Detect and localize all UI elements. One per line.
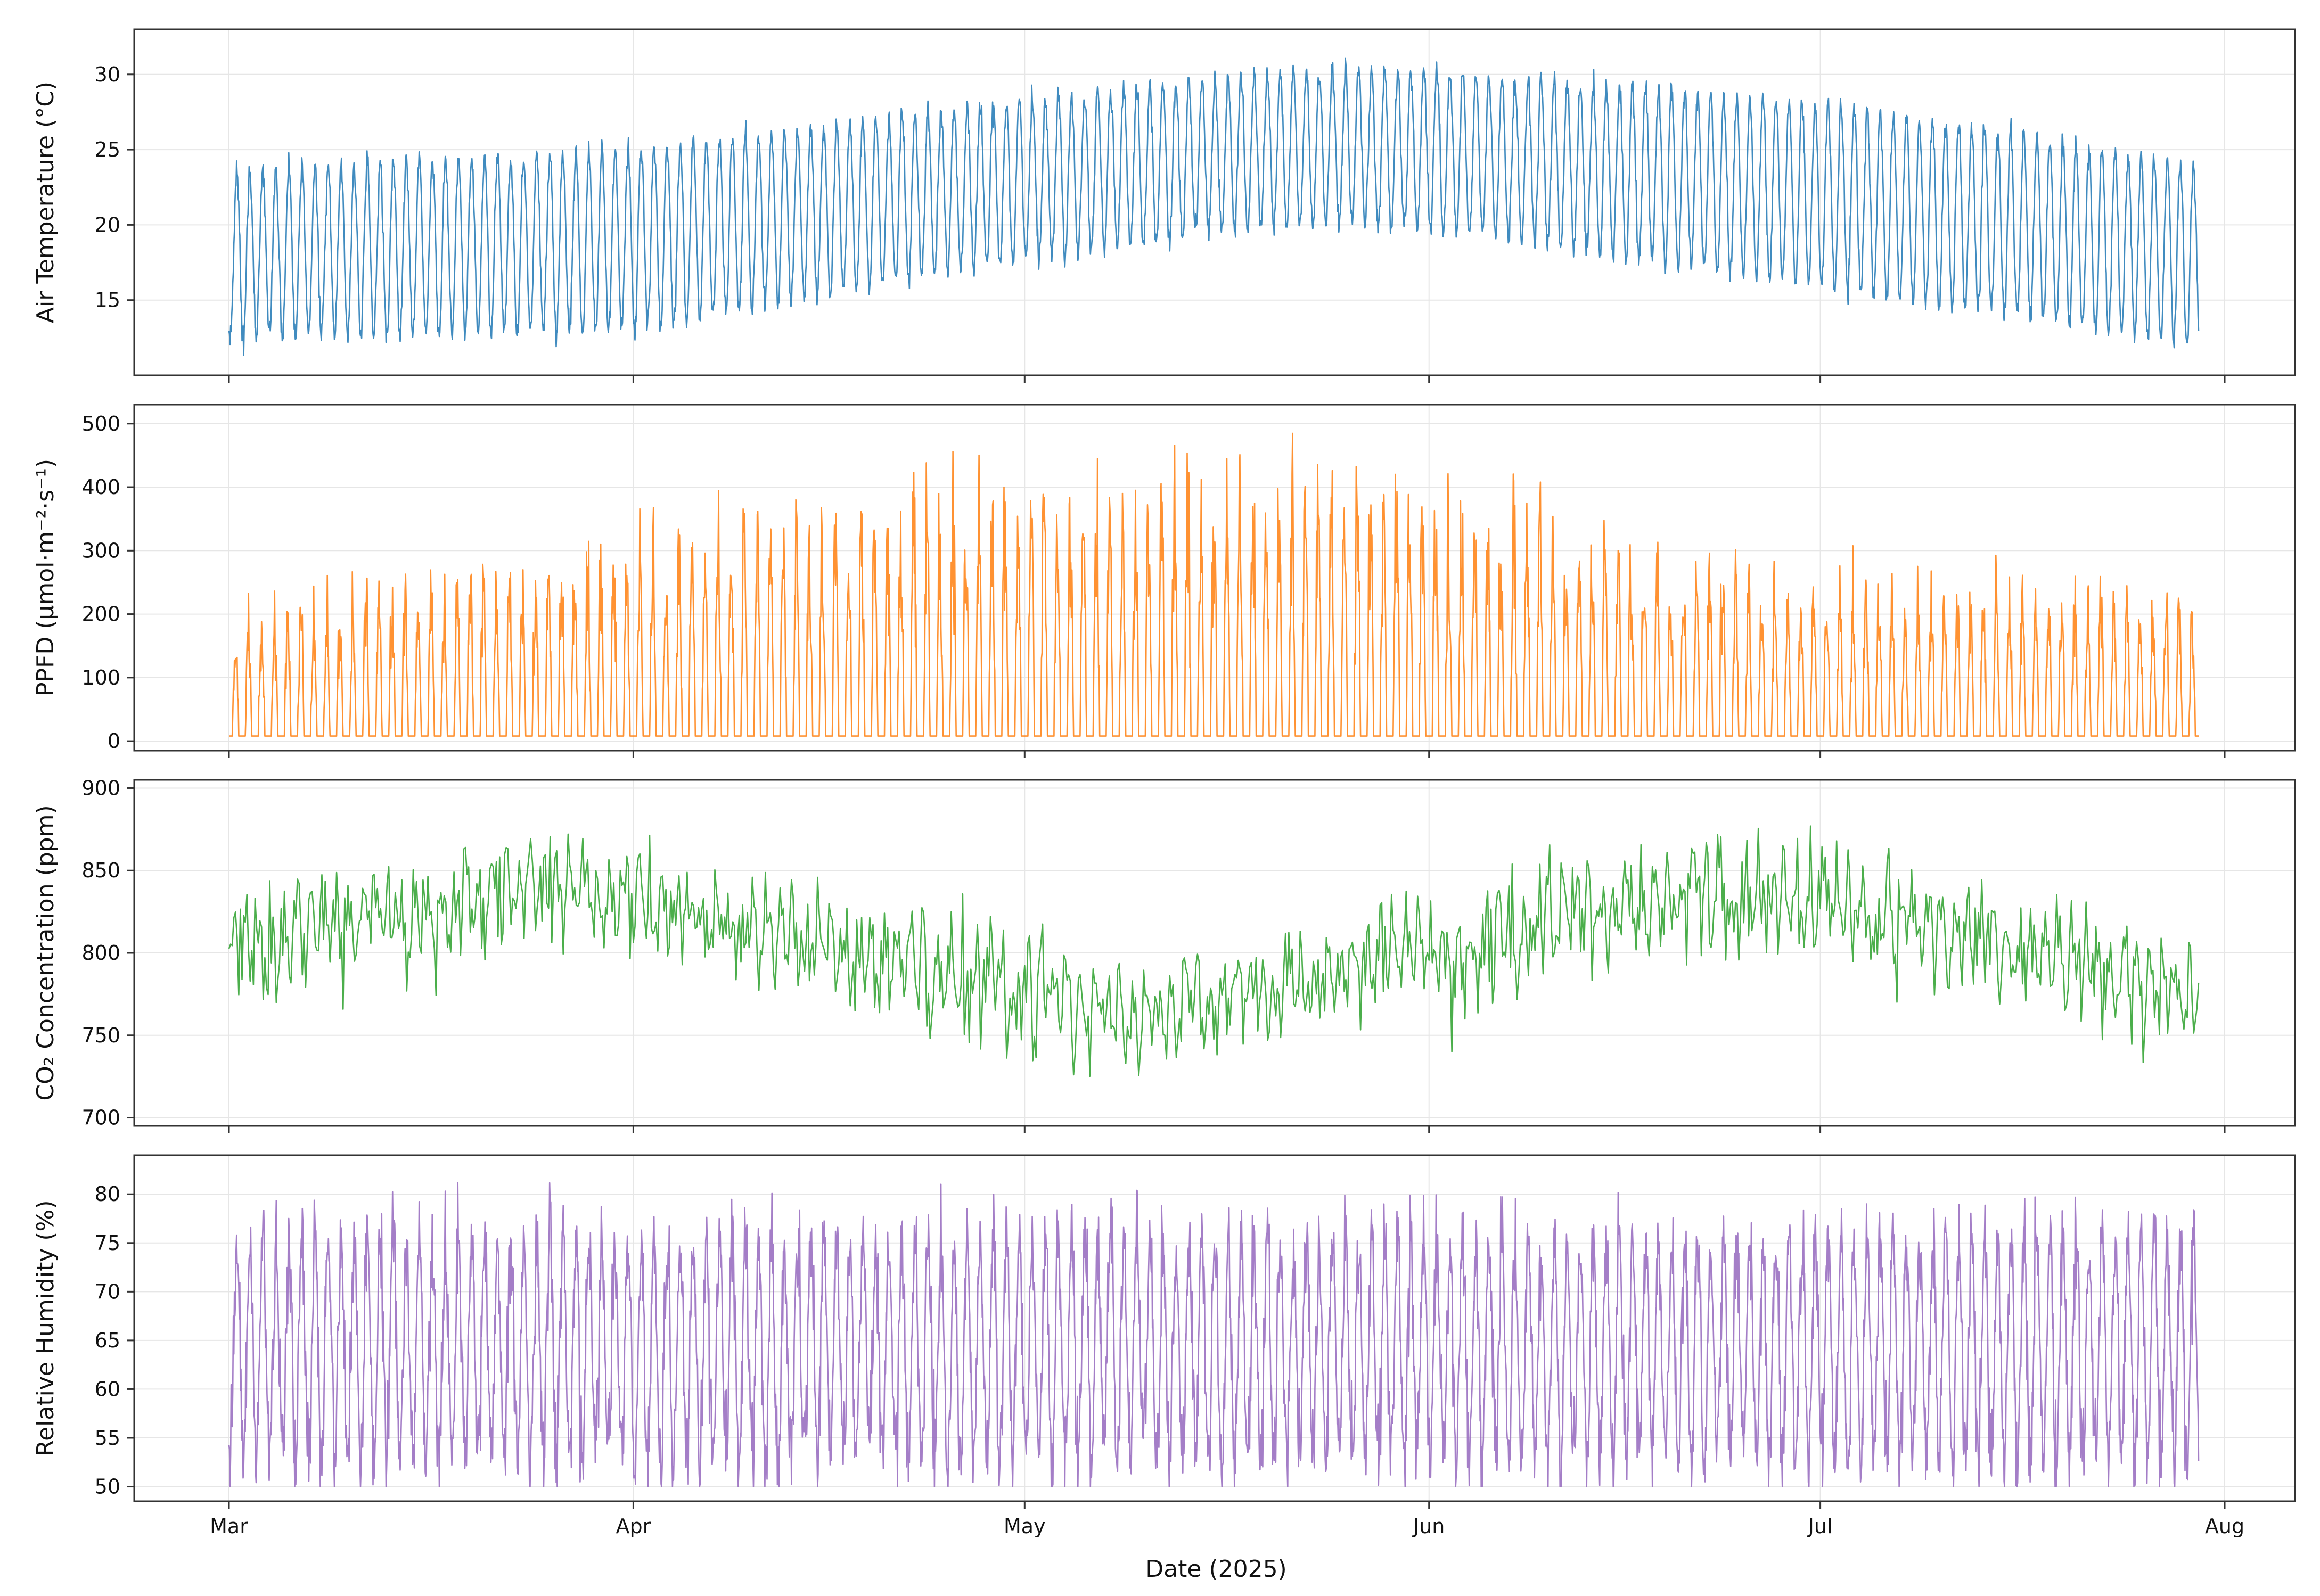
x-tick-label: May [1004,1515,1046,1538]
series-line-4 [228,1182,2200,1487]
y-tick-label: 80 [95,1182,120,1206]
y-tick-label: 800 [81,941,120,965]
y-axis-label-3: CO₂ Concentration (ppm) [32,805,59,1100]
x-axis-label: Date (2025) [1145,1556,1286,1583]
panel-frame [133,404,2296,752]
x-tick-label: Aug [2205,1515,2244,1538]
y-axis-label-1: Air Temperature (°C) [32,81,59,323]
y-axis-label-2: PPFD (μmol·m⁻²·s⁻¹) [32,459,59,696]
panel-1: 15 20 25 30 Air Temperature (°C) [32,28,2296,383]
x-tick-label: Mar [210,1515,248,1538]
y-tick-label: 50 [95,1475,120,1499]
y-tick-label: 400 [81,475,120,499]
y-tick-label: 900 [81,776,120,800]
series-line-1 [228,57,2200,356]
y-tick-label: 100 [81,666,120,689]
y-tick-label: 25 [95,138,120,161]
y-tick-label: 20 [95,213,120,236]
panel-3: 700 750 800 850 900 CO₂ Concentration (ppm) [32,776,2296,1133]
y-tick-label: 500 [81,412,120,435]
y-tick-label: 15 [95,289,120,312]
y-tick-label: 200 [81,603,120,626]
panels-group: 15 20 25 30 Air Temperature (°C) 0 100 200 300 40… [32,28,2296,1538]
y-axis-label-4: Relative Humidity (%) [32,1200,59,1456]
y-tick-label: 75 [95,1231,120,1255]
x-tick-label: Apr [616,1515,651,1538]
y-tick-label: 300 [81,539,120,562]
series-line-3 [228,825,2200,1077]
panel-frame [133,28,2296,376]
y-tick-label: 30 [95,63,120,86]
y-tick-label: 700 [81,1106,120,1130]
x-tick-label: Jul [1807,1515,1833,1538]
y-tick-label: 70 [95,1280,120,1303]
y-tick-label: 850 [81,859,120,882]
y-tick-label: 60 [95,1377,120,1401]
panel-2: 0 100 200 300 400 500 PPFD (μmol·m⁻²·s⁻¹) [32,404,2296,758]
series-line-2 [228,432,2199,737]
y-tick-label: 65 [95,1329,120,1352]
panel-frame [133,1154,2296,1502]
y-tick-label: 750 [81,1024,120,1047]
panel-4: 50 55 60 65 70 75 80 Mar Apr May Jun Jul Aug Relative… [32,1154,2296,1538]
y-tick-label: 55 [95,1426,120,1450]
y-tick-label: 0 [108,729,120,753]
x-tick-label: Jun [1412,1515,1445,1538]
